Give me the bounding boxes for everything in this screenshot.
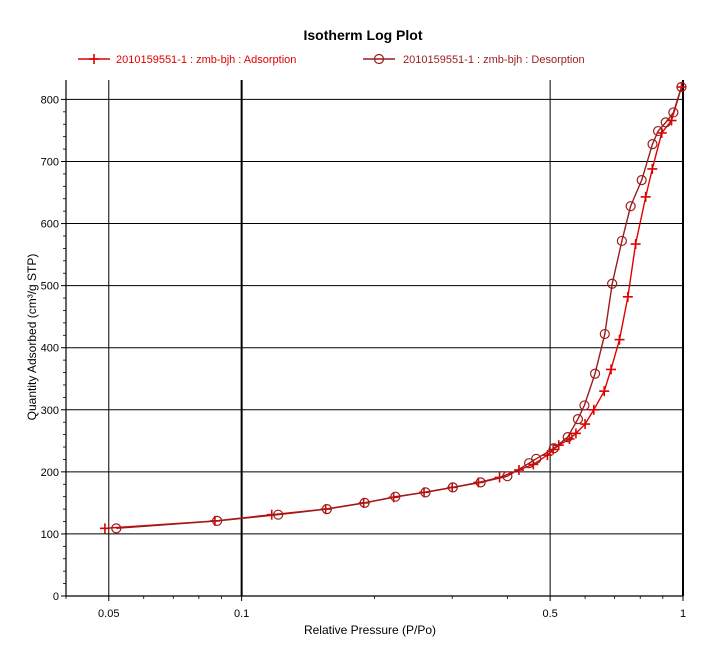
adsorption-point — [580, 419, 591, 430]
desorption-point — [625, 201, 636, 212]
desorption-point — [636, 175, 647, 186]
desorption-line — [116, 86, 683, 529]
desorption-point — [599, 328, 610, 340]
adsorption-point — [570, 428, 581, 439]
y-tick-label: 200 — [41, 467, 59, 479]
desorption-point — [111, 523, 122, 534]
desorption-point — [647, 139, 658, 150]
adsorption-point — [630, 239, 641, 250]
desorption-point — [548, 443, 560, 454]
adsorption-point — [599, 386, 610, 397]
chart-title: Isotherm Log Plot — [304, 27, 423, 43]
y-tick-label: 800 — [41, 94, 59, 106]
desorption-point — [579, 400, 590, 411]
y-axis-label: Quantity Adsorbed (cm³/g STP) — [25, 254, 39, 421]
axes: 0 100 200 300 400 500 600 700 800 0.05 0.1 0.5 1 — [41, 80, 686, 620]
adsorption-line — [104, 86, 683, 529]
desorption-point — [607, 278, 618, 289]
adsorption-point — [99, 523, 110, 534]
desorption-point — [359, 497, 370, 508]
legend-desorption-marker — [373, 53, 385, 65]
desorption-point — [502, 471, 513, 482]
desorption-point — [616, 235, 627, 247]
x-tick-label: 0.5 — [542, 608, 557, 620]
desorption-point — [273, 509, 284, 520]
desorption-point — [523, 458, 535, 469]
y-tick-label: 600 — [41, 219, 59, 231]
desorption-point — [668, 107, 679, 118]
desorption-point — [447, 482, 458, 493]
desorption-point — [475, 477, 486, 488]
desorption-point — [572, 413, 584, 425]
adsorption-point — [647, 163, 658, 174]
adsorption-point — [622, 291, 633, 302]
x-tick-label: 1 — [680, 608, 686, 620]
adsorption-point — [606, 364, 617, 375]
x-tick-label: 0.05 — [98, 608, 119, 620]
y-tick-label: 100 — [41, 529, 59, 541]
y-tick-label: 700 — [41, 156, 59, 168]
series-layer — [99, 81, 687, 534]
y-tick-label: 400 — [41, 343, 59, 355]
desorption-point — [660, 117, 671, 128]
adsorption-point — [588, 404, 599, 415]
x-tick-label: 0.1 — [234, 608, 249, 620]
y-tick-label: 300 — [41, 405, 59, 417]
adsorption-point — [614, 334, 625, 345]
desorption-point — [321, 503, 332, 515]
y-tick-label: 500 — [41, 281, 59, 293]
legend-adsorption-label: 2010159551-1 : zmb-bjh : Adsorption — [116, 54, 296, 66]
desorption-point — [589, 368, 601, 379]
y-tick-label: 0 — [53, 591, 59, 603]
x-axis-label: Relative Pressure (P/Po) — [304, 623, 436, 637]
desorption-point — [652, 125, 664, 137]
desorption-point — [390, 491, 401, 502]
desorption-point — [212, 515, 223, 526]
desorption-point — [562, 431, 573, 443]
legend-desorption-label: 2010159551-1 : zmb-bjh : Desorption — [403, 54, 585, 66]
grid — [66, 80, 684, 596]
desorption-point — [420, 487, 431, 498]
adsorption-point — [640, 191, 651, 202]
desorption-point — [676, 81, 687, 93]
legend: 2010159551-1 : zmb-bjh : Adsorption 2010… — [78, 53, 585, 66]
